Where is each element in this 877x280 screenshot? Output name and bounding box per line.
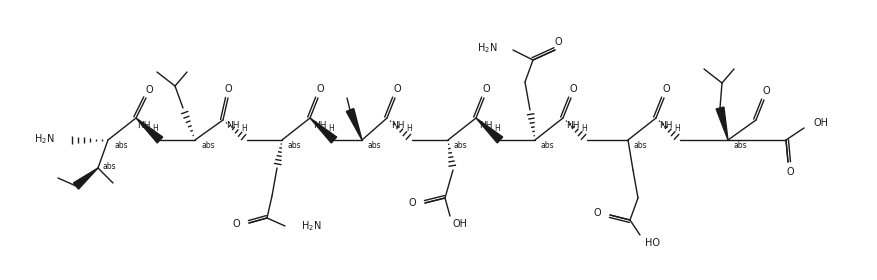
Text: H: H: [152, 123, 158, 132]
Text: O: O: [316, 84, 324, 94]
Text: O: O: [145, 85, 153, 95]
Polygon shape: [74, 168, 98, 189]
Polygon shape: [136, 118, 162, 143]
Text: $\mathregular{H_2N}$: $\mathregular{H_2N}$: [301, 219, 321, 233]
Text: NH: NH: [226, 120, 239, 130]
Text: O: O: [232, 219, 239, 229]
Text: O: O: [785, 167, 793, 177]
Text: H: H: [674, 123, 679, 132]
Text: O: O: [408, 198, 416, 208]
Polygon shape: [475, 118, 503, 143]
Text: NH: NH: [137, 120, 151, 130]
Text: NH: NH: [313, 120, 326, 130]
Text: NH: NH: [566, 120, 579, 130]
Text: H: H: [241, 123, 246, 132]
Text: HO: HO: [645, 238, 660, 248]
Text: abs: abs: [540, 141, 554, 150]
Text: O: O: [224, 84, 232, 94]
Text: NH: NH: [659, 120, 672, 130]
Text: abs: abs: [102, 162, 116, 171]
Polygon shape: [310, 118, 336, 143]
Text: abs: abs: [633, 141, 647, 150]
Text: O: O: [393, 84, 401, 94]
Polygon shape: [346, 109, 361, 140]
Text: $\mathregular{H_2N}$: $\mathregular{H_2N}$: [476, 41, 496, 55]
Polygon shape: [716, 107, 727, 140]
Text: abs: abs: [733, 141, 747, 150]
Text: NH: NH: [391, 120, 404, 130]
Text: abs: abs: [288, 141, 302, 150]
Text: H: H: [494, 123, 499, 132]
Text: abs: abs: [114, 141, 127, 150]
Text: O: O: [661, 84, 669, 94]
Text: abs: abs: [453, 141, 467, 150]
Text: $\mathregular{H_2N}$: $\mathregular{H_2N}$: [33, 132, 54, 146]
Text: O: O: [568, 84, 576, 94]
Text: OH: OH: [813, 118, 828, 128]
Text: O: O: [593, 208, 601, 218]
Text: NH: NH: [479, 120, 492, 130]
Text: abs: abs: [367, 141, 381, 150]
Text: H: H: [581, 123, 586, 132]
Text: abs: abs: [201, 141, 214, 150]
Text: O: O: [761, 86, 769, 96]
Text: H: H: [328, 123, 333, 132]
Text: OH: OH: [453, 219, 467, 229]
Text: O: O: [553, 37, 561, 47]
Text: H: H: [406, 123, 411, 132]
Text: O: O: [481, 84, 489, 94]
